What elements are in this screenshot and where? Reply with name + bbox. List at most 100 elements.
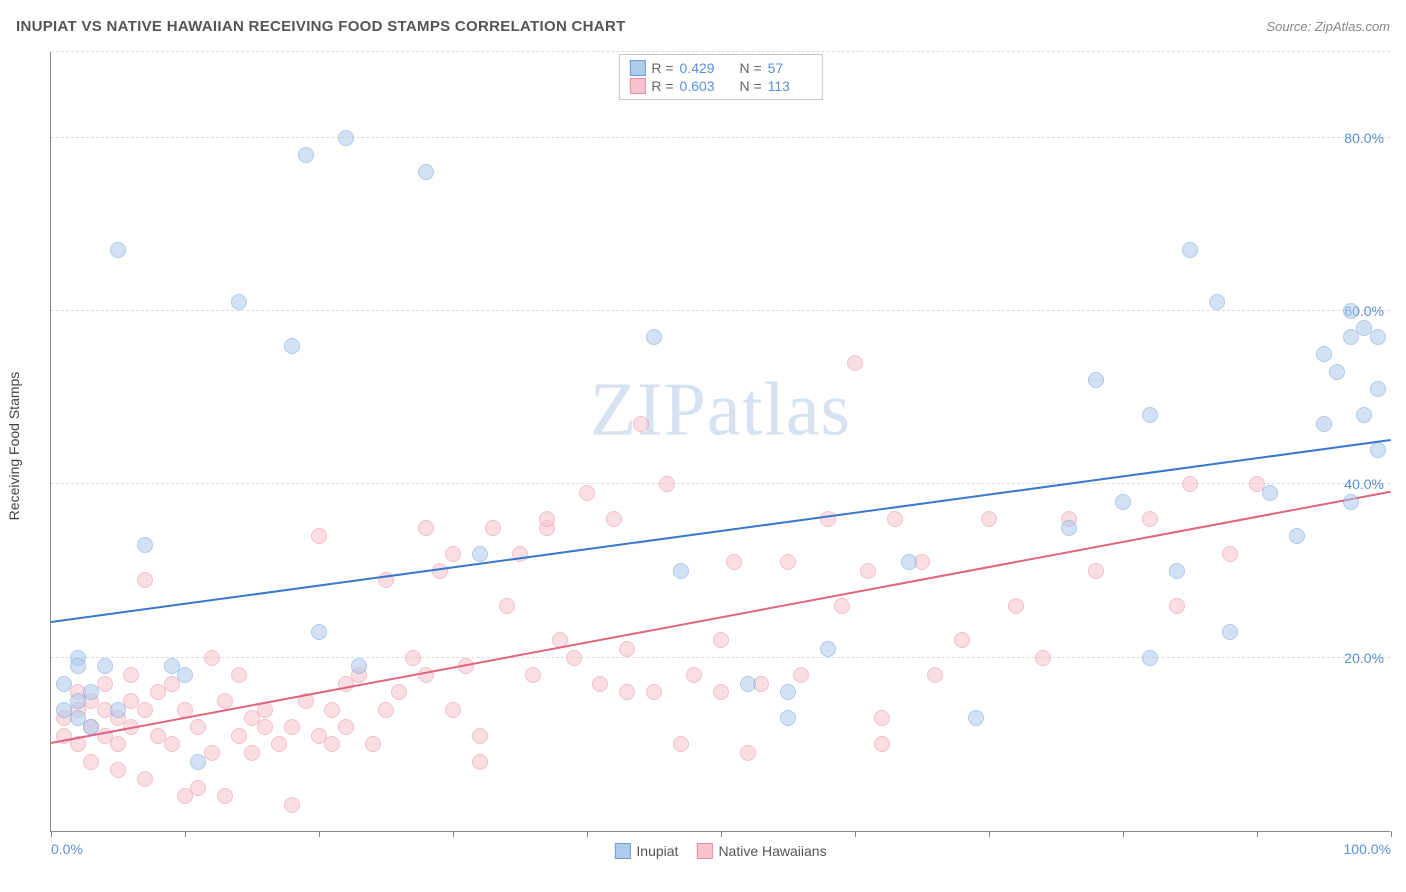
hawaiians-point xyxy=(231,728,247,744)
hawaiians-point xyxy=(324,736,340,752)
x-tick xyxy=(51,831,52,837)
r-value-hawaiians: 0.603 xyxy=(680,78,724,94)
hawaiians-point xyxy=(418,520,434,536)
hawaiians-point xyxy=(659,476,675,492)
x-tick xyxy=(721,831,722,837)
hawaiians-point xyxy=(405,650,421,666)
y-axis-label: Receiving Food Stamps xyxy=(6,372,22,521)
hawaiians-point xyxy=(137,572,153,588)
inupiat-point xyxy=(338,130,354,146)
inupiat-point xyxy=(1142,407,1158,423)
gridline xyxy=(51,137,1390,138)
swatch-inupiat xyxy=(629,60,645,76)
inupiat-point xyxy=(673,563,689,579)
x-tick xyxy=(855,831,856,837)
inupiat-point xyxy=(1169,563,1185,579)
inupiat-point xyxy=(1142,650,1158,666)
n-value-inupiat: 57 xyxy=(768,60,812,76)
x-tick xyxy=(185,831,186,837)
legend-label-hawaiians: Native Hawaiians xyxy=(718,843,826,859)
n-label: N = xyxy=(739,60,761,76)
hawaiians-point xyxy=(981,511,997,527)
hawaiians-point xyxy=(1008,598,1024,614)
watermark: ZIPatlas xyxy=(590,367,851,454)
hawaiians-point xyxy=(579,485,595,501)
inupiat-point xyxy=(231,294,247,310)
inupiat-point xyxy=(1370,442,1386,458)
hawaiians-point xyxy=(137,771,153,787)
x-tick xyxy=(989,831,990,837)
hawaiians-point xyxy=(284,797,300,813)
inupiat-point xyxy=(83,684,99,700)
hawaiians-point xyxy=(874,710,890,726)
stats-row-hawaiians: R = 0.603 N = 113 xyxy=(629,77,811,95)
inupiat-point xyxy=(1088,372,1104,388)
hawaiians-point xyxy=(137,702,153,718)
scatter-plot: ZIPatlas R = 0.429 N = 57 R = 0.603 N = … xyxy=(50,52,1390,832)
hawaiians-point xyxy=(847,355,863,371)
hawaiians-point xyxy=(164,736,180,752)
x-tick xyxy=(1123,831,1124,837)
hawaiians-point xyxy=(110,762,126,778)
inupiat-point xyxy=(1209,294,1225,310)
inupiat-point xyxy=(1061,520,1077,536)
hawaiians-point xyxy=(834,598,850,614)
inupiat-point xyxy=(646,329,662,345)
n-value-hawaiians: 113 xyxy=(768,78,812,94)
y-tick-label: 40.0% xyxy=(1344,476,1384,492)
inupiat-point xyxy=(1343,303,1359,319)
inupiat-point xyxy=(110,242,126,258)
inupiat-point xyxy=(418,164,434,180)
hawaiians-point xyxy=(365,736,381,752)
hawaiians-point xyxy=(499,598,515,614)
legend-label-inupiat: Inupiat xyxy=(636,843,678,859)
hawaiians-point xyxy=(97,676,113,692)
hawaiians-point xyxy=(378,702,394,718)
hawaiians-point xyxy=(780,554,796,570)
x-tick xyxy=(453,831,454,837)
n-label: N = xyxy=(739,78,761,94)
hawaiians-point xyxy=(740,745,756,761)
inupiat-point xyxy=(1329,364,1345,380)
inupiat-point xyxy=(311,624,327,640)
hawaiians-point xyxy=(231,667,247,683)
x-tick xyxy=(319,831,320,837)
watermark-atlas: atlas xyxy=(707,368,851,452)
hawaiians-point xyxy=(472,728,488,744)
hawaiians-point xyxy=(257,719,273,735)
hawaiians-point xyxy=(820,511,836,527)
hawaiians-point xyxy=(445,546,461,562)
gridline xyxy=(51,51,1390,52)
hawaiians-point xyxy=(217,693,233,709)
inupiat-point xyxy=(1182,242,1198,258)
x-tick xyxy=(1257,831,1258,837)
inupiat-point xyxy=(177,667,193,683)
hawaiians-point xyxy=(432,563,448,579)
inupiat-point xyxy=(1343,494,1359,510)
hawaiians-point xyxy=(566,650,582,666)
r-label: R = xyxy=(651,60,673,76)
hawaiians-point xyxy=(860,563,876,579)
inupiat-point xyxy=(1222,624,1238,640)
hawaiians-point xyxy=(713,632,729,648)
gridline xyxy=(51,310,1390,311)
hawaiians-point xyxy=(954,632,970,648)
swatch-hawaiians xyxy=(629,78,645,94)
hawaiians-point xyxy=(633,416,649,432)
inupiat-point xyxy=(83,719,99,735)
y-tick-label: 80.0% xyxy=(1344,130,1384,146)
inupiat-point xyxy=(820,641,836,657)
hawaiians-point xyxy=(793,667,809,683)
hawaiians-point xyxy=(83,754,99,770)
hawaiians-point xyxy=(324,702,340,718)
inupiat-point xyxy=(472,546,488,562)
legend-item-inupiat: Inupiat xyxy=(614,843,678,859)
hawaiians-point xyxy=(686,667,702,683)
inupiat-point xyxy=(56,676,72,692)
hawaiians-point xyxy=(646,684,662,700)
hawaiians-point xyxy=(485,520,501,536)
hawaiians-point xyxy=(726,554,742,570)
hawaiians-point xyxy=(1182,476,1198,492)
hawaiians-point xyxy=(204,745,220,761)
inupiat-point xyxy=(137,537,153,553)
